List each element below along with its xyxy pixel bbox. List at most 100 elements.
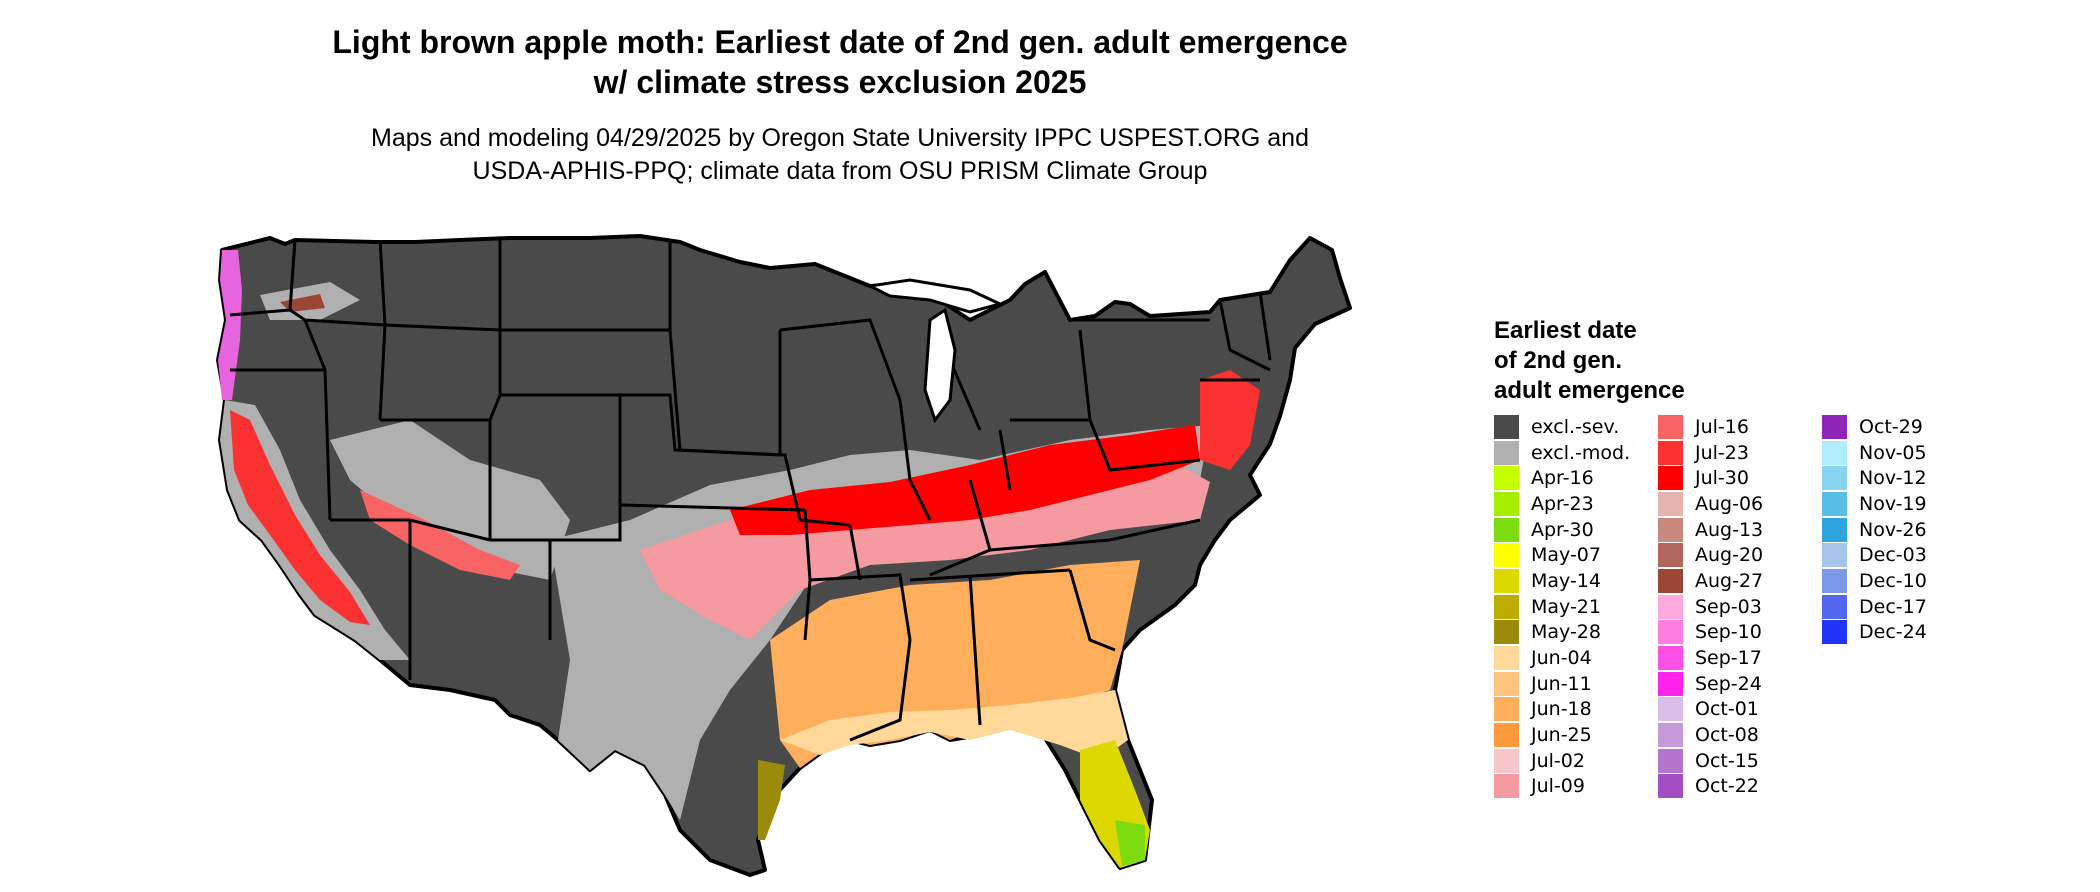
legend-swatch xyxy=(1658,568,1683,593)
legend-item: Jul-23 xyxy=(1658,440,1822,466)
legend-swatch xyxy=(1494,414,1519,439)
gulf-coast-light-orange xyxy=(780,690,1128,760)
legend-swatch xyxy=(1822,594,1847,619)
legend-item: Nov-26 xyxy=(1822,517,1986,543)
legend-swatch xyxy=(1494,620,1519,645)
southwest-red-zone xyxy=(360,490,520,580)
legend-swatch xyxy=(1494,440,1519,465)
red-band-zone xyxy=(730,425,1200,535)
legend-label: Jul-16 xyxy=(1695,415,1749,438)
legend-swatch xyxy=(1658,671,1683,696)
legend-item: May-14 xyxy=(1494,568,1658,594)
legend-item: Dec-10 xyxy=(1822,568,1986,594)
legend-swatch xyxy=(1658,646,1683,671)
legend-item: Jun-04 xyxy=(1494,645,1658,671)
lake-michigan xyxy=(923,307,957,424)
legend-item: Jul-09 xyxy=(1494,774,1658,800)
legend-item: May-21 xyxy=(1494,594,1658,620)
legend-label: May-14 xyxy=(1531,569,1601,592)
legend-label: Aug-20 xyxy=(1695,544,1764,567)
legend-label: Dec-17 xyxy=(1859,595,1927,618)
legend-label: Jul-23 xyxy=(1695,441,1749,464)
legend-swatch xyxy=(1658,491,1683,516)
legend-label: Apr-23 xyxy=(1531,492,1594,515)
legend-column: Oct-29 Nov-05 Nov-12 Nov-19 Nov-26 Dec-03 Dec-… xyxy=(1822,414,1986,799)
legend-label: excl.-mod. xyxy=(1531,441,1631,464)
legend-title: Earliest date of 2nd gen. adult emergenc… xyxy=(1494,316,1986,406)
legend-label: May-07 xyxy=(1531,544,1601,567)
legend-swatch xyxy=(1658,697,1683,722)
legend-label: Dec-24 xyxy=(1859,621,1927,644)
legend-label: Oct-22 xyxy=(1695,775,1759,798)
legend-item: Oct-08 xyxy=(1658,722,1822,748)
legend-swatch xyxy=(1822,517,1847,542)
subtitle-line-2: USDA-APHIS-PPQ; climate data from OSU PR… xyxy=(472,157,1208,185)
legend-item: Oct-15 xyxy=(1658,748,1822,774)
legend-item: Jun-25 xyxy=(1494,722,1658,748)
legend-item: Sep-24 xyxy=(1658,671,1822,697)
legend-label: Apr-16 xyxy=(1531,467,1594,490)
legend-item: Sep-17 xyxy=(1658,645,1822,671)
legend-item: Apr-30 xyxy=(1494,517,1658,543)
legend-swatch xyxy=(1658,517,1683,542)
legend-label: Oct-29 xyxy=(1859,415,1923,438)
legend-swatch xyxy=(1822,568,1847,593)
legend-label: Jun-25 xyxy=(1531,724,1592,747)
legend-label: Nov-26 xyxy=(1859,518,1927,541)
legend-column: excl.-sev. excl.-mod. Apr-16 Apr-23 Apr-30 Ma… xyxy=(1494,414,1658,799)
legend-item: Dec-03 xyxy=(1822,542,1986,568)
legend-label: Jul-02 xyxy=(1531,749,1585,772)
legend-item: Nov-19 xyxy=(1822,491,1986,517)
florida-green-zone xyxy=(1115,820,1145,866)
legend-swatch xyxy=(1494,697,1519,722)
texas-coast-olive-zone xyxy=(758,760,785,840)
legend-item: Aug-06 xyxy=(1658,491,1822,517)
legend-item: excl.-sev. xyxy=(1494,414,1658,440)
legend-swatch xyxy=(1822,543,1847,568)
legend-item: Nov-12 xyxy=(1822,465,1986,491)
legend-item: Sep-10 xyxy=(1658,620,1822,646)
legend-label: Nov-19 xyxy=(1859,492,1927,515)
legend-swatch xyxy=(1494,543,1519,568)
legend-swatch xyxy=(1658,723,1683,748)
legend-item: Oct-22 xyxy=(1658,774,1822,800)
lake-superior xyxy=(865,278,1005,314)
legend-column: Jul-16 Jul-23 Jul-30 Aug-06 Aug-13 Aug-20 Aug-… xyxy=(1658,414,1822,799)
legend-label: Sep-03 xyxy=(1695,595,1762,618)
legend-item: Jul-30 xyxy=(1658,465,1822,491)
legend: Earliest date of 2nd gen. adult emergenc… xyxy=(1494,316,1986,799)
legend-label: Sep-10 xyxy=(1695,621,1762,644)
subtitle-line-1: Maps and modeling 04/29/2025 by Oregon S… xyxy=(371,124,1309,152)
legend-title-line-2: of 2nd gen. xyxy=(1494,347,1622,374)
legend-swatch xyxy=(1494,466,1519,491)
legend-swatch xyxy=(1494,491,1519,516)
legend-label: excl.-sev. xyxy=(1531,415,1620,438)
legend-label: Jun-18 xyxy=(1531,698,1592,721)
california-red-zone xyxy=(230,410,370,625)
legend-swatch xyxy=(1494,774,1519,799)
legend-item: Aug-20 xyxy=(1658,542,1822,568)
southern-plains-zone xyxy=(550,425,1210,820)
legend-swatch xyxy=(1822,491,1847,516)
pink-band-zone xyxy=(640,460,1210,640)
legend-swatch xyxy=(1494,646,1519,671)
legend-label: Sep-24 xyxy=(1695,672,1762,695)
mid-atlantic-red-zone xyxy=(1200,370,1260,470)
legend-label: Aug-27 xyxy=(1695,569,1764,592)
legend-label: Jun-11 xyxy=(1531,672,1592,695)
state-boundaries xyxy=(229,239,1272,742)
legend-label: Oct-01 xyxy=(1695,698,1759,721)
map-header: Light brown apple moth: Earliest date of… xyxy=(0,22,1680,188)
legend-swatch xyxy=(1494,671,1519,696)
legend-swatch xyxy=(1658,414,1683,439)
legend-swatch xyxy=(1822,620,1847,645)
legend-label: Nov-05 xyxy=(1859,441,1927,464)
legend-label: Apr-30 xyxy=(1531,518,1594,541)
map-title-line-1: Light brown apple moth: Earliest date of… xyxy=(332,24,1348,60)
legend-label: Dec-03 xyxy=(1859,544,1927,567)
legend-swatch xyxy=(1658,748,1683,773)
legend-item: Nov-05 xyxy=(1822,440,1986,466)
legend-item: Aug-27 xyxy=(1658,568,1822,594)
legend-swatch xyxy=(1658,594,1683,619)
legend-item: excl.-mod. xyxy=(1494,440,1658,466)
